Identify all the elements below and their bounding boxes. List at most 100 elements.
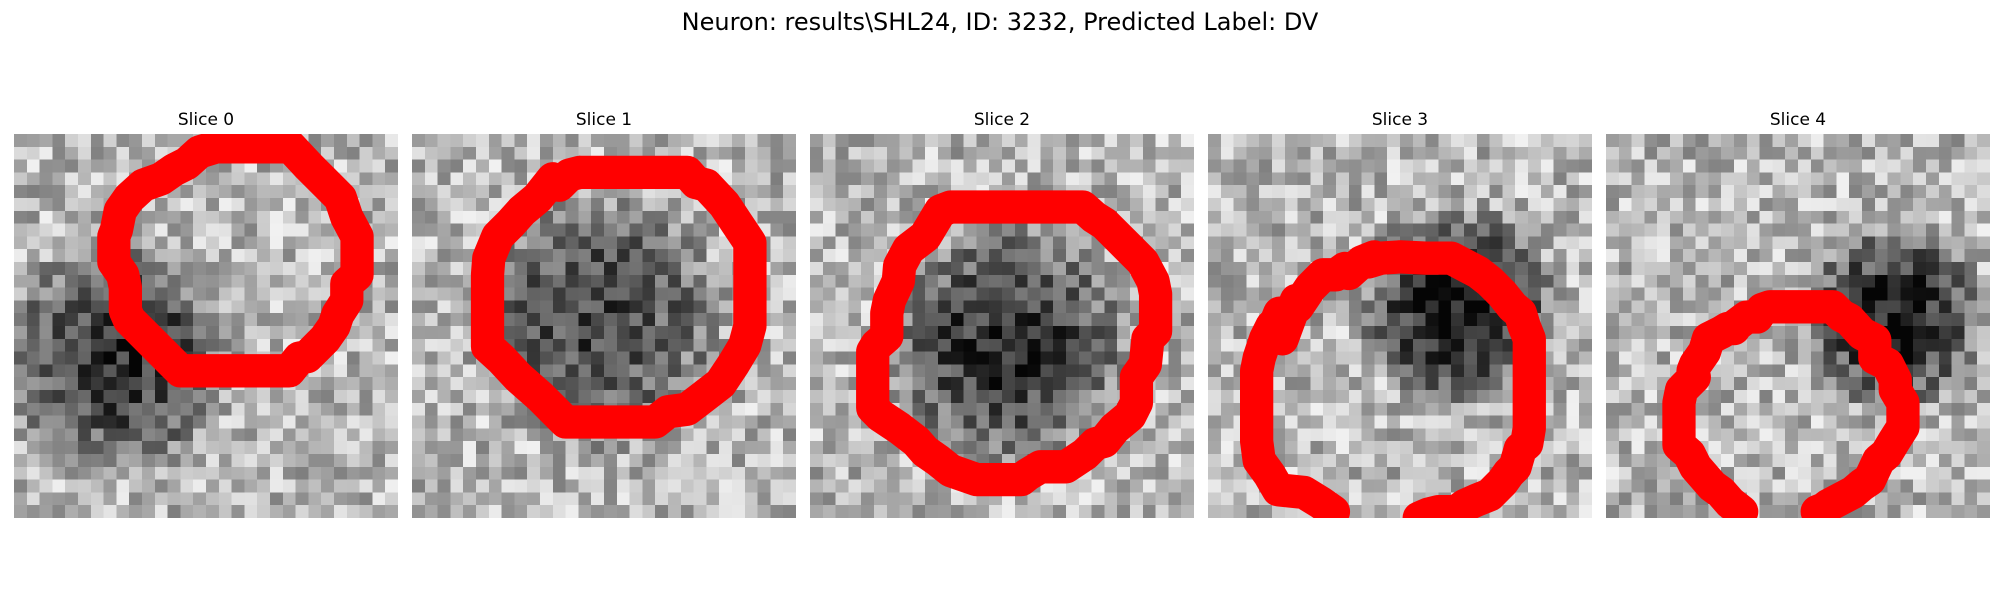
image-pixel bbox=[116, 466, 130, 480]
image-pixel bbox=[770, 505, 784, 518]
image-pixel bbox=[116, 134, 130, 148]
image-pixel bbox=[668, 428, 682, 442]
image-pixel bbox=[372, 479, 386, 493]
image-pixel bbox=[1913, 287, 1927, 301]
image-pixel bbox=[1579, 505, 1592, 518]
image-pixel bbox=[1515, 505, 1529, 518]
image-pixel bbox=[1272, 415, 1286, 429]
image-pixel bbox=[874, 223, 888, 237]
image-pixel bbox=[693, 262, 707, 276]
image-pixel bbox=[1977, 262, 1990, 276]
image-pixel bbox=[912, 185, 926, 199]
image-pixel bbox=[680, 287, 694, 301]
image-pixel bbox=[925, 134, 939, 148]
image-pixel bbox=[65, 300, 79, 314]
image-pixel bbox=[1785, 377, 1799, 391]
image-pixel bbox=[1849, 441, 1863, 455]
image-pixel bbox=[886, 454, 900, 468]
image-pixel bbox=[385, 390, 398, 404]
image-pixel bbox=[424, 505, 438, 518]
image-pixel bbox=[1874, 262, 1888, 276]
image-pixel bbox=[488, 198, 502, 212]
image-pixel bbox=[514, 402, 528, 416]
image-pixel bbox=[308, 300, 322, 314]
image-pixel bbox=[1810, 454, 1824, 468]
image-pixel bbox=[1695, 134, 1709, 148]
slice-title-2: Slice 2 bbox=[973, 110, 1031, 130]
image-pixel bbox=[770, 300, 784, 314]
image-pixel bbox=[848, 415, 862, 429]
image-pixel bbox=[1887, 300, 1901, 314]
image-pixel bbox=[282, 466, 296, 480]
image-pixel bbox=[1374, 364, 1388, 378]
image-pixel bbox=[476, 492, 490, 506]
image-pixel bbox=[706, 249, 720, 263]
image-pixel bbox=[1374, 134, 1388, 148]
image-pixel bbox=[1502, 185, 1516, 199]
image-pixel bbox=[270, 492, 284, 506]
image-pixel bbox=[1862, 210, 1876, 224]
image-pixel bbox=[142, 210, 156, 224]
image-pixel bbox=[334, 146, 348, 160]
image-pixel bbox=[925, 338, 939, 352]
image-pixel bbox=[1810, 262, 1824, 276]
image-pixel bbox=[1336, 466, 1350, 480]
image-pixel bbox=[372, 402, 386, 416]
image-pixel bbox=[1900, 249, 1914, 263]
image-pixel bbox=[231, 441, 245, 455]
image-pixel bbox=[1618, 454, 1632, 468]
image-pixel bbox=[1310, 146, 1324, 160]
image-pixel bbox=[1798, 210, 1812, 224]
image-pixel bbox=[1798, 223, 1812, 237]
image-pixel bbox=[1476, 146, 1490, 160]
image-pixel bbox=[1374, 198, 1388, 212]
image-pixel bbox=[1926, 236, 1940, 250]
image-pixel bbox=[412, 415, 426, 429]
slice-panel-2 bbox=[810, 134, 1194, 518]
image-pixel bbox=[1823, 402, 1837, 416]
image-pixel bbox=[552, 300, 566, 314]
image-pixel bbox=[1336, 390, 1350, 404]
image-pixel bbox=[412, 428, 426, 442]
image-pixel bbox=[308, 236, 322, 250]
image-pixel bbox=[295, 313, 309, 327]
image-pixel bbox=[1566, 159, 1580, 173]
image-pixel bbox=[1746, 454, 1760, 468]
image-pixel bbox=[501, 326, 515, 340]
image-pixel bbox=[616, 236, 630, 250]
image-pixel bbox=[1772, 466, 1786, 480]
image-pixel bbox=[874, 479, 888, 493]
image-pixel bbox=[103, 505, 117, 518]
image-pixel bbox=[950, 441, 964, 455]
image-pixel bbox=[1284, 505, 1298, 518]
image-pixel bbox=[1579, 351, 1592, 365]
image-pixel bbox=[1374, 159, 1388, 173]
image-pixel bbox=[1053, 326, 1067, 340]
image-pixel bbox=[270, 287, 284, 301]
image-pixel bbox=[1502, 210, 1516, 224]
image-pixel bbox=[1515, 262, 1529, 276]
image-pixel bbox=[65, 492, 79, 506]
image-pixel bbox=[1951, 172, 1965, 186]
image-pixel bbox=[193, 428, 207, 442]
image-pixel bbox=[14, 287, 28, 301]
image-pixel bbox=[26, 377, 40, 391]
image-pixel bbox=[1644, 287, 1658, 301]
image-pixel bbox=[757, 479, 771, 493]
image-pixel bbox=[1618, 274, 1632, 288]
image-pixel bbox=[1400, 146, 1414, 160]
image-pixel bbox=[770, 172, 784, 186]
image-pixel bbox=[1618, 441, 1632, 455]
image-pixel bbox=[1540, 146, 1554, 160]
image-pixel bbox=[1926, 402, 1940, 416]
image-pixel bbox=[308, 274, 322, 288]
image-pixel bbox=[103, 415, 117, 429]
image-pixel bbox=[1862, 134, 1876, 148]
image-pixel bbox=[1746, 185, 1760, 199]
image-pixel bbox=[835, 351, 849, 365]
image-pixel bbox=[372, 377, 386, 391]
image-pixel bbox=[1579, 492, 1592, 506]
image-pixel bbox=[810, 454, 824, 468]
image-pixel bbox=[822, 313, 836, 327]
image-pixel bbox=[65, 377, 79, 391]
